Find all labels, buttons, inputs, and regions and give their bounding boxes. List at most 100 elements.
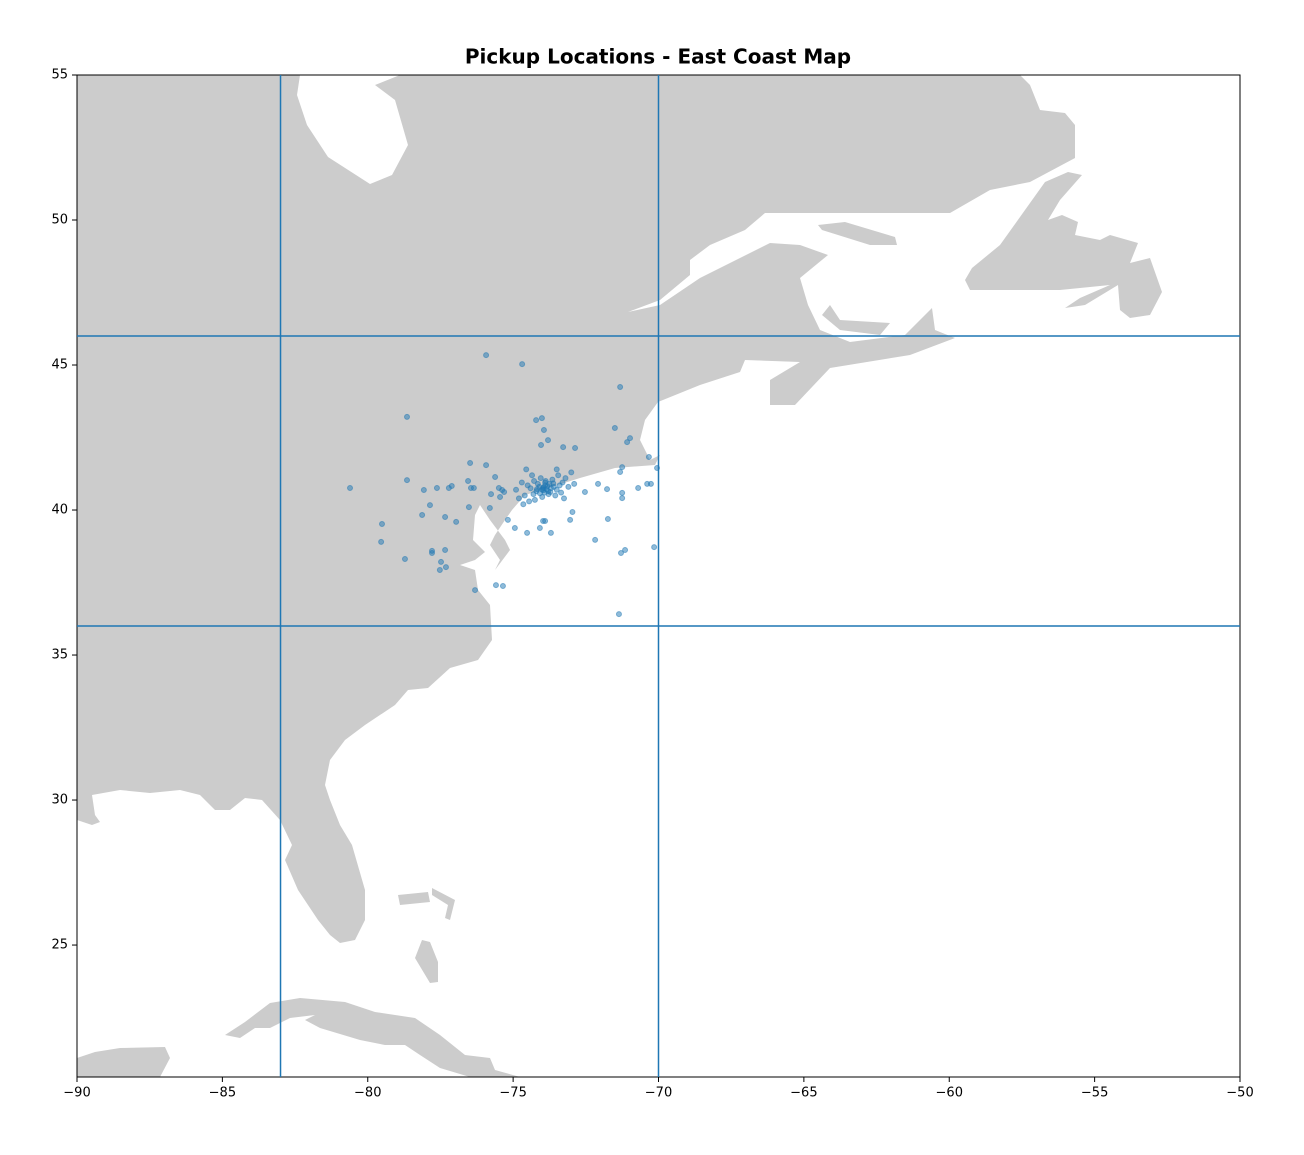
point [472,587,479,594]
point [492,473,499,480]
bahamas [398,888,455,983]
cuba [225,998,520,1077]
point [567,516,574,523]
point [501,489,508,496]
point [553,486,560,493]
point [550,480,557,487]
point [530,491,537,498]
point [558,489,565,496]
point [647,480,654,487]
point [540,426,547,433]
point [378,520,385,527]
y-tick-label: 25 [51,938,68,953]
point [513,486,520,493]
point [562,475,569,482]
point [604,486,611,493]
point [404,477,411,484]
point [538,442,545,449]
point [619,489,626,496]
point [497,493,504,500]
point [429,549,436,556]
point [531,478,538,485]
point [538,415,545,422]
point [581,489,588,496]
point [619,495,626,502]
point [542,479,549,486]
point [645,453,652,460]
point [536,490,543,497]
point [486,504,493,511]
point [420,487,427,494]
point [518,479,525,486]
point [553,466,560,473]
point [521,492,528,499]
y-tick-label: 50 [51,213,68,228]
north-america [77,75,1075,943]
point [622,547,629,554]
point [627,435,634,442]
point [547,489,554,496]
point [536,525,543,532]
point [547,529,554,536]
point [559,479,566,486]
point [404,413,411,420]
point [561,495,568,502]
x-tick-label: −65 [790,1086,817,1101]
yucatan [77,1047,170,1077]
x-tick-label: −70 [645,1086,672,1101]
point [533,417,540,424]
point [569,509,576,516]
x-tick-label: −90 [63,1086,90,1101]
point [523,466,530,473]
point [529,472,536,479]
point [552,492,559,499]
point [524,482,531,489]
point [470,484,477,491]
chart-title: Pickup Locations - East Coast Map [465,45,851,69]
point [433,484,440,491]
point [545,437,552,444]
point [347,484,354,491]
point [565,483,572,490]
point [592,536,599,543]
x-tick-label: −80 [354,1086,381,1101]
point [555,472,562,479]
point [604,516,611,523]
point [453,518,460,525]
point [511,525,518,532]
point [467,460,474,467]
point [595,480,602,487]
point [499,583,506,590]
point [419,511,426,518]
point [617,469,624,476]
point [448,482,455,489]
point [617,549,624,556]
point [531,496,538,503]
point [568,469,575,476]
land [77,75,1162,1077]
y-tick-label: 30 [51,793,68,808]
point [495,484,502,491]
point [572,444,579,451]
point [442,564,449,571]
newfoundland [965,172,1162,318]
point [426,502,433,509]
point [436,567,443,574]
point [526,498,533,505]
x-tick-label: −55 [1081,1086,1108,1101]
x-tick-label: −60 [936,1086,963,1101]
anticosti [818,222,897,245]
point [488,491,495,498]
marks [347,352,661,618]
point [504,516,511,523]
point [624,439,631,446]
x-tick-label: −75 [499,1086,526,1101]
pei [822,305,890,335]
y-tick-label: 35 [51,648,68,663]
point [401,556,408,563]
x-tick-label: −85 [209,1086,236,1101]
point [619,464,626,471]
point [651,544,658,551]
